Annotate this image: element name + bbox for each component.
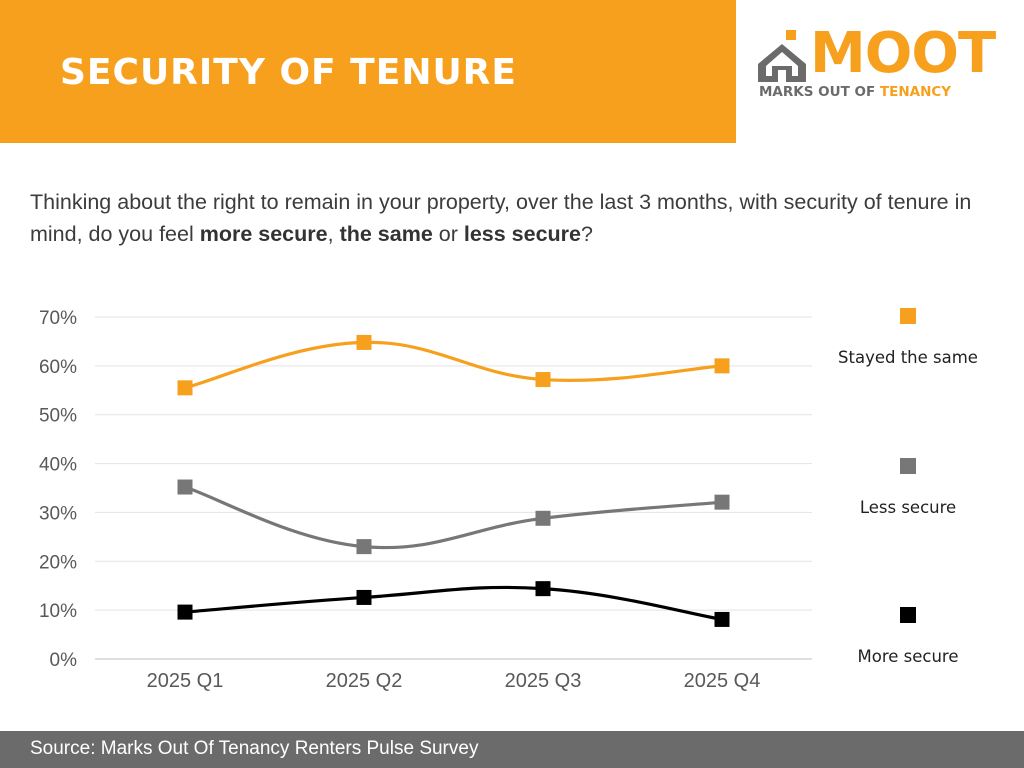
line-chart: 0% 10% 20% 30% 40% 50% 60% 70% 2025 Q1 2025 Q2 202… [39,308,978,692]
data-point-stayed-the-same [356,334,372,350]
question-end: ? [581,222,593,246]
y-tick-label: 40% [39,455,77,476]
moot-logo: MOOT MARKS OUT OF TENANCY [756,24,996,104]
house-icon [758,30,806,82]
legend-label-more-secure: More secure [858,647,959,666]
footer-bar: Source: Marks Out Of Tenancy Renters Pul… [0,731,1024,768]
data-point-more-secure [535,581,551,597]
y-tick-label: 0% [50,650,78,671]
data-point-less-secure [356,539,372,555]
header-band: SECURITY OF TENURE [0,0,736,143]
data-point-less-secure [177,479,193,495]
x-tick-label: 2025 Q1 [147,670,224,692]
survey-question: Thinking about the right to remain in yo… [30,186,1000,250]
series-line-stayed-the-same [183,340,724,390]
data-point-more-secure [356,589,372,605]
legend-marker-more-secure [900,607,916,623]
y-tick-label: 70% [39,308,77,329]
y-tick-label: 30% [39,503,77,524]
tagline-accent: TENANCY [879,84,952,100]
x-tick-label: 2025 Q2 [326,670,403,692]
data-point-less-secure [714,494,730,510]
data-point-more-secure [177,604,193,620]
y-tick-label: 60% [39,357,77,378]
legend-label-less-secure: Less secure [860,498,956,517]
question-sep-1: , [327,222,340,246]
series-line-more-secure [183,585,724,622]
logo-wordmark: MOOT [810,21,996,86]
data-point-more-secure [714,611,730,627]
data-point-less-secure [535,510,551,526]
question-emph-less-secure: less secure [463,222,582,246]
y-tick-label: 10% [39,601,77,622]
legend-label-stayed-the-same: Stayed the same [838,348,978,367]
question-sep-2: or [432,222,464,246]
legend-marker-stayed-the-same [900,308,916,324]
question-emph-more-secure: more secure [199,222,328,246]
data-point-stayed-the-same [714,358,730,374]
data-point-stayed-the-same [535,372,551,388]
x-tick-label: 2025 Q3 [505,670,582,692]
series-line-less-secure [183,485,724,550]
x-tick-label: 2025 Q4 [684,670,761,692]
tagline-prefix: MARKS OUT OF [759,84,876,100]
logo-tagline: MARKS OUT OF TENANCY [759,84,951,100]
legend-marker-less-secure [900,458,916,474]
data-point-stayed-the-same [177,380,193,396]
y-tick-label: 50% [39,406,77,427]
page-title: SECURITY OF TENURE [60,52,517,93]
question-emph-same: the same [339,222,433,246]
question-text-1: Thinking about the right to remain in yo… [30,190,972,246]
y-tick-label: 20% [39,552,77,573]
source-note: Source: Marks Out Of Tenancy Renters Pul… [30,738,479,759]
